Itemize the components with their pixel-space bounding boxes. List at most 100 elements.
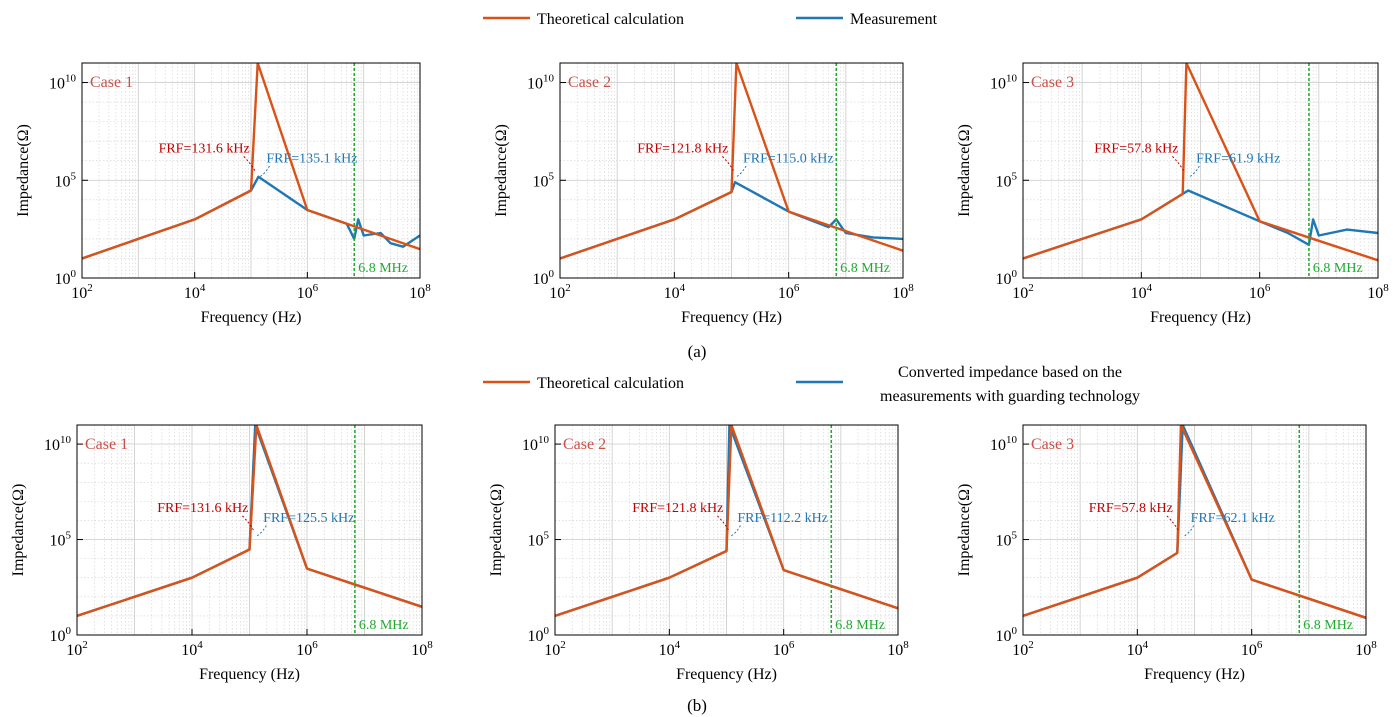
x-axis-label: Frequency (Hz) xyxy=(201,309,302,326)
plot-area xyxy=(82,63,420,260)
legend-b-measure-line1: Converted impedance based on the xyxy=(898,364,1122,381)
x-tick-label: 104 xyxy=(664,282,686,302)
y-axis-label: Impedance(Ω) xyxy=(15,124,32,217)
grid xyxy=(555,425,898,636)
case-label: Case 3 xyxy=(1031,436,1074,453)
x-tick-label: 102 xyxy=(544,639,566,659)
legend-b: Theoretical calculation Converted impeda… xyxy=(483,364,1140,405)
frf-theory-pointer xyxy=(1172,156,1185,173)
case-label: Case 1 xyxy=(90,74,133,91)
axes-frame xyxy=(1022,424,1367,636)
legend-a-measure-label: Measurement xyxy=(850,11,938,28)
frf-measure-label: FRF=62.1 kHz xyxy=(1191,511,1275,526)
y-tick-label: 105 xyxy=(528,530,550,550)
y-tick-label: 1010 xyxy=(527,73,555,93)
marker-label: 6.8 MHz xyxy=(840,261,890,276)
case-label: Case 2 xyxy=(563,436,606,453)
x-tick-label: 104 xyxy=(184,282,206,302)
grid xyxy=(82,63,420,279)
grid xyxy=(77,425,422,636)
chart-b-1: 6.8 MHz FRF=131.6 kHz FRF=125.5 kHz Case 1 1… xyxy=(10,424,433,683)
chart-a-3: 6.8 MHz FRF=57.8 kHz FRF=61.9 kHz Case 3 102… xyxy=(956,62,1389,326)
x-tick-label: 102 xyxy=(66,639,88,659)
y-tick-label: 1010 xyxy=(49,73,77,93)
frf-measure-pointer xyxy=(1184,523,1196,537)
y-axis-label: Impedance(Ω) xyxy=(10,484,27,577)
frf-measure-pointer xyxy=(260,164,271,177)
y-axis-label: Impedance(Ω) xyxy=(493,124,510,217)
frf-theory-label: FRF=121.8 kHz xyxy=(632,501,723,516)
legend-b-theory-label: Theoretical calculation xyxy=(537,375,684,392)
x-tick-label: 106 xyxy=(1249,282,1271,302)
y-tick-label: 105 xyxy=(996,530,1018,550)
marker-label: 6.8 MHz xyxy=(359,618,409,633)
x-tick-label: 104 xyxy=(181,639,203,659)
frf-measure-label: FRF=112.2 kHz xyxy=(737,511,828,526)
y-axis-label: Impedance(Ω) xyxy=(956,484,973,577)
y-tick-label: 105 xyxy=(55,170,77,190)
plot-area xyxy=(1023,63,1378,262)
x-tick-label: 102 xyxy=(1012,282,1034,302)
marker-label: 6.8 MHz xyxy=(358,261,408,276)
frf-measure-pointer xyxy=(1189,164,1201,177)
x-tick-label: 108 xyxy=(411,639,433,659)
x-tick-label: 106 xyxy=(773,639,795,659)
frf-measure-label: FRF=135.1 kHz xyxy=(266,151,357,166)
frf-measure-label: FRF=115.0 kHz xyxy=(743,151,834,166)
chart-a-2: 6.8 MHz FRF=121.8 kHz FRF=115.0 kHz Case 2 1… xyxy=(493,62,914,326)
axes-frame xyxy=(1022,62,1379,279)
x-tick-label: 108 xyxy=(1355,639,1377,659)
y-tick-label: 1010 xyxy=(44,434,72,454)
frf-measure-label: FRF=61.9 kHz xyxy=(1196,151,1280,166)
frf-measure-label: FRF=125.5 kHz xyxy=(263,511,354,526)
frf-measure-pointer xyxy=(731,523,742,537)
series-theoretical-line xyxy=(560,63,903,260)
x-tick-label: 104 xyxy=(1131,282,1153,302)
series-theoretical-line xyxy=(82,63,420,260)
case-label: Case 3 xyxy=(1031,74,1074,91)
x-tick-label: 106 xyxy=(778,282,800,302)
legend-a-theory-label: Theoretical calculation xyxy=(537,11,684,28)
chart-a-1: 6.8 MHz FRF=131.6 kHz FRF=135.1 kHz Case 1 1… xyxy=(15,62,431,326)
series-theoretical-line xyxy=(1023,63,1378,262)
chart-b-2: 6.8 MHz FRF=121.8 kHz FRF=112.2 kHz Case 2 1… xyxy=(488,424,909,683)
legend-a: Theoretical calculation Measurement xyxy=(483,11,938,28)
x-tick-label: 102 xyxy=(1012,639,1034,659)
y-axis-label: Impedance(Ω) xyxy=(956,124,973,217)
frf-theory-label: FRF=57.8 kHz xyxy=(1094,141,1178,156)
axes-frame xyxy=(76,424,423,636)
legend-b-measure-line2: measurements with guarding technology xyxy=(880,388,1140,405)
x-axis-label: Frequency (Hz) xyxy=(199,666,300,683)
frf-theory-label: FRF=131.6 kHz xyxy=(159,141,250,156)
x-tick-label: 106 xyxy=(297,282,319,302)
y-tick-label: 1010 xyxy=(990,73,1018,93)
y-tick-label: 105 xyxy=(996,170,1018,190)
y-tick-label: 105 xyxy=(533,170,555,190)
plot-area xyxy=(77,425,422,618)
x-tick-label: 108 xyxy=(887,639,909,659)
frf-theory-pointer xyxy=(1166,515,1180,533)
x-axis-label: Frequency (Hz) xyxy=(676,666,777,683)
x-axis-label: Frequency (Hz) xyxy=(681,309,782,326)
axes-frame xyxy=(81,62,421,279)
panel-label-a: (a) xyxy=(688,342,707,361)
marker-label: 6.8 MHz xyxy=(1303,618,1353,633)
x-tick-label: 104 xyxy=(659,639,681,659)
y-tick-label: 1010 xyxy=(522,434,550,454)
frf-measure-pointer xyxy=(736,164,748,177)
panel-label-b: (b) xyxy=(687,696,707,715)
y-axis-label: Impedance(Ω) xyxy=(488,484,505,577)
frf-theory-pointer xyxy=(717,515,730,533)
frf-theory-pointer xyxy=(242,515,255,533)
marker-label: 6.8 MHz xyxy=(835,618,885,633)
case-label: Case 1 xyxy=(85,436,128,453)
x-axis-label: Frequency (Hz) xyxy=(1144,666,1245,683)
grid xyxy=(560,63,903,279)
x-tick-label: 102 xyxy=(549,282,571,302)
marker-label: 6.8 MHz xyxy=(1313,261,1363,276)
frf-theory-label: FRF=121.8 kHz xyxy=(637,141,728,156)
x-tick-label: 104 xyxy=(1127,639,1149,659)
x-tick-label: 108 xyxy=(1367,282,1389,302)
